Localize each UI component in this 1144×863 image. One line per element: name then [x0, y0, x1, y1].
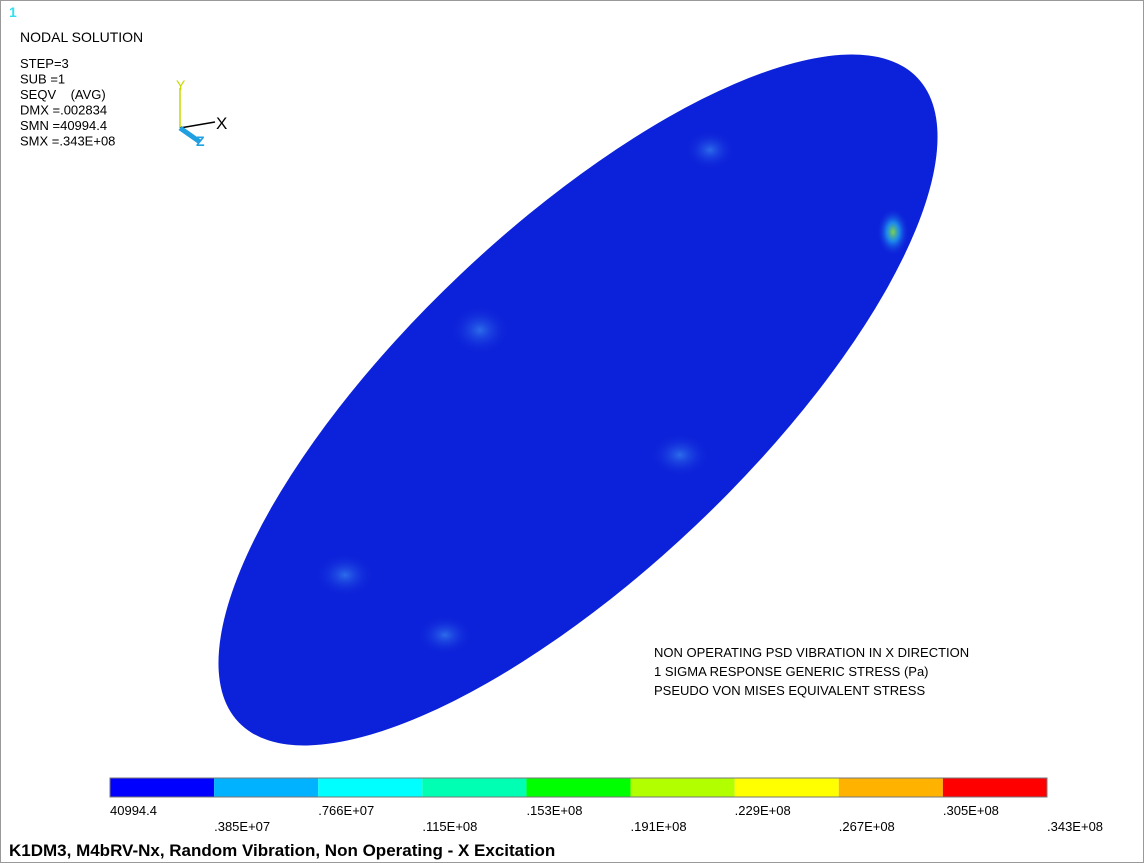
- legend-band: [318, 778, 422, 797]
- legend-band: [839, 778, 943, 797]
- footer: K1DM3, M4bRV-Nx, Random Vibration, Non O…: [9, 841, 555, 860]
- annotation-line: PSEUDO VON MISES EQUIVALENT STRESS: [654, 683, 925, 698]
- legend-label: .115E+08: [422, 819, 477, 834]
- legend-band: [943, 778, 1047, 797]
- triad-y: Y: [176, 77, 186, 93]
- info-line: SEQV (AVG): [20, 87, 106, 102]
- legend-label: .267E+08: [839, 819, 895, 834]
- legend-label: 40994.4: [110, 803, 157, 818]
- legend-label: .229E+08: [735, 803, 791, 818]
- info-line: STEP=3: [20, 56, 69, 71]
- legend-band: [526, 778, 630, 797]
- info-line: SUB =1: [20, 72, 65, 87]
- triad-x: X: [216, 114, 227, 133]
- window-number: 1: [9, 4, 17, 20]
- legend-band: [631, 778, 735, 797]
- legend-band: [214, 778, 318, 797]
- info-line: SMX =.343E+08: [20, 134, 115, 149]
- legend-label: .343E+08: [1047, 819, 1103, 834]
- info-line: DMX =.002834: [20, 103, 107, 118]
- legend-band: [735, 778, 839, 797]
- legend-label: .191E+08: [631, 819, 687, 834]
- legend-label: .766E+07: [318, 803, 374, 818]
- legend-label: .385E+07: [214, 819, 270, 834]
- legend-label: .305E+08: [943, 803, 999, 818]
- info-line: SMN =40994.4: [20, 118, 107, 133]
- legend-label: .153E+08: [526, 803, 582, 818]
- annotation: NON OPERATING PSD VIBRATION IN X DIRECTI…: [654, 645, 969, 698]
- ansys-window: Y X Z 1 NODAL SOLUTION STEP=3SUB =1SEQV …: [0, 0, 1144, 863]
- legend-band: [422, 778, 526, 797]
- triad-z: Z: [196, 133, 205, 149]
- legend-band: [110, 778, 214, 797]
- annotation-line: NON OPERATING PSD VIBRATION IN X DIRECTI…: [654, 645, 969, 660]
- annotation-line: 1 SIGMA RESPONSE GENERIC STRESS (Pa): [654, 664, 929, 679]
- info-title: NODAL SOLUTION: [20, 29, 143, 45]
